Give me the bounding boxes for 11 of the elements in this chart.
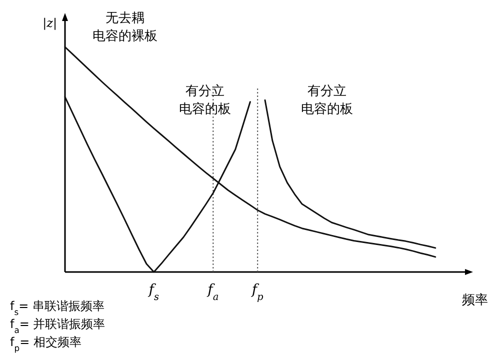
text: f$_{s}$= 串联谐振频率 xyxy=(10,299,104,317)
text: f$_{a}$= 并联谐振频率 xyxy=(10,317,106,335)
text: f$_{p}$= 相交频率 xyxy=(10,335,82,353)
x-axis-title: 频率 xyxy=(462,292,488,308)
series-label: 有分立电容的板 xyxy=(179,82,232,117)
series-label: 无去耦电容的裸板 xyxy=(92,11,158,44)
x-tick-label: f$_{s}$ xyxy=(148,282,159,302)
x-tick-label: f$_{a}$ xyxy=(206,282,219,302)
y-axis-title: |z| xyxy=(42,16,57,30)
x-tick-label: f$_{p}$ xyxy=(250,282,264,302)
text: 有分立电容的板 xyxy=(301,83,353,118)
